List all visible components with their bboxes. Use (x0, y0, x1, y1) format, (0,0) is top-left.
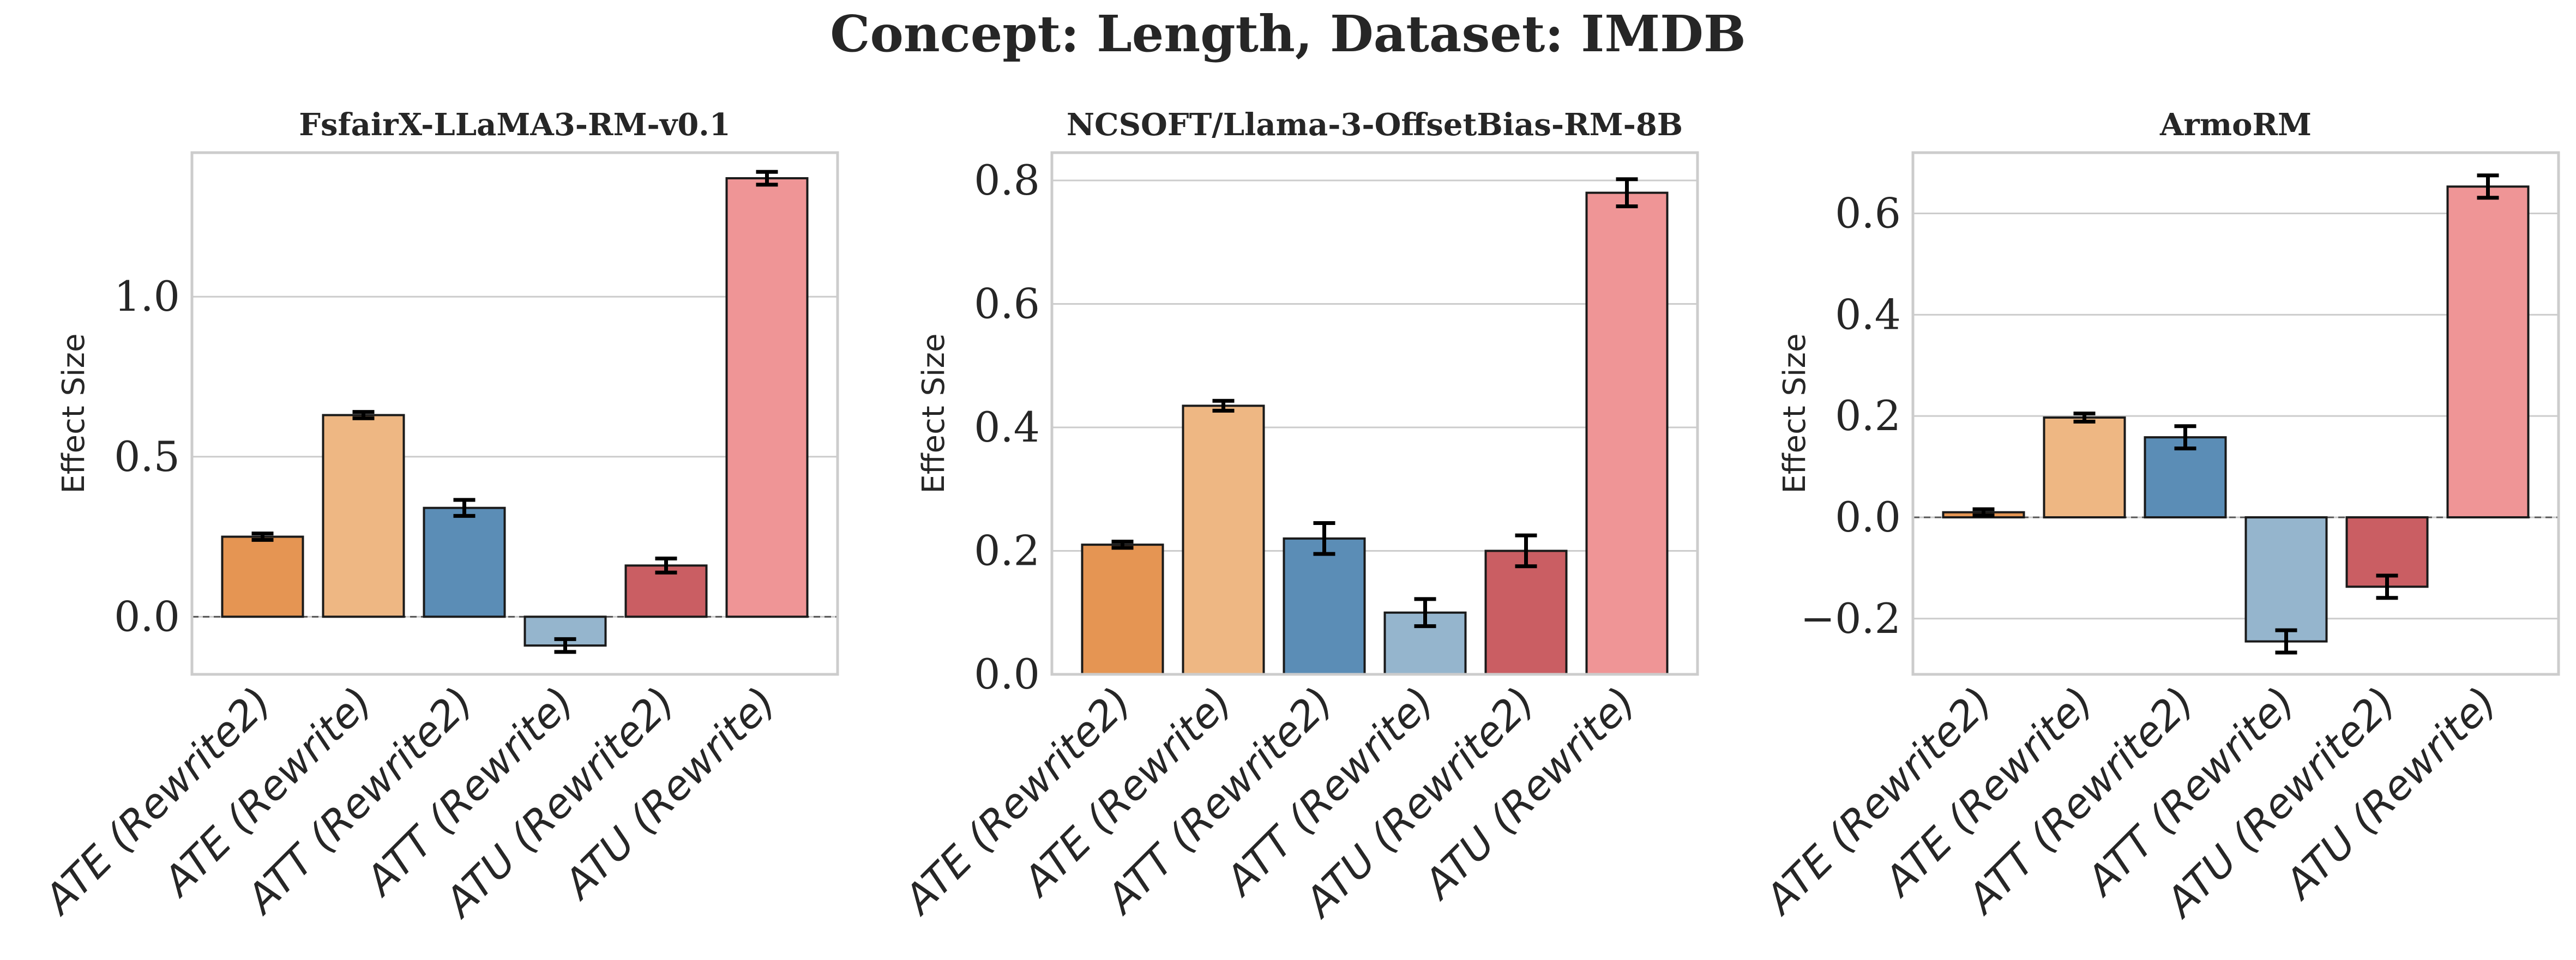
plot-frame (190, 151, 839, 676)
bar (1585, 191, 1669, 676)
bar (2446, 185, 2530, 518)
bar (1081, 544, 1164, 676)
plot-frame (1050, 151, 1699, 676)
y-tick-label: 0.2 (974, 526, 1040, 575)
y-tick-label: 0.8 (974, 156, 1040, 204)
figure-title: Concept: Length, Dataset: IMDB (830, 4, 1746, 63)
y-tick-label: 0.4 (1835, 290, 1901, 339)
y-axis-label: Effect Size (916, 334, 952, 494)
y-axis-label: Effect Size (56, 334, 92, 494)
y-tick-label: 0.6 (974, 279, 1040, 328)
y-tick-label: 0.0 (974, 650, 1040, 698)
bar (1484, 550, 1568, 676)
y-tick-label: 0.0 (1835, 493, 1901, 541)
bar (1283, 537, 1366, 675)
panel-title: NCSOFT/Llama-3-OffsetBias-RM-8B (1067, 107, 1683, 143)
plot-frame (1911, 151, 2560, 676)
panel-title: FsfairX-LLaMA3-RM-v0.1 (299, 107, 731, 143)
bar (725, 177, 809, 618)
bar (423, 506, 506, 618)
bar (322, 414, 405, 618)
y-tick-label: 0.5 (114, 432, 180, 481)
y-tick-label: 0.0 (114, 592, 180, 641)
bar (2043, 416, 2126, 518)
y-tick-label: 0.6 (1835, 189, 1901, 237)
y-axis-label: Effect Size (1777, 334, 1813, 494)
bar (2244, 516, 2328, 643)
y-tick-label: −0.2 (1800, 594, 1901, 643)
bar (221, 535, 304, 618)
panel-title: ArmoRM (2159, 107, 2312, 143)
y-tick-label: 1.0 (114, 272, 180, 321)
bar (1182, 404, 1265, 675)
y-tick-label: 0.4 (974, 403, 1040, 451)
y-tick-label: 0.2 (1835, 391, 1901, 440)
